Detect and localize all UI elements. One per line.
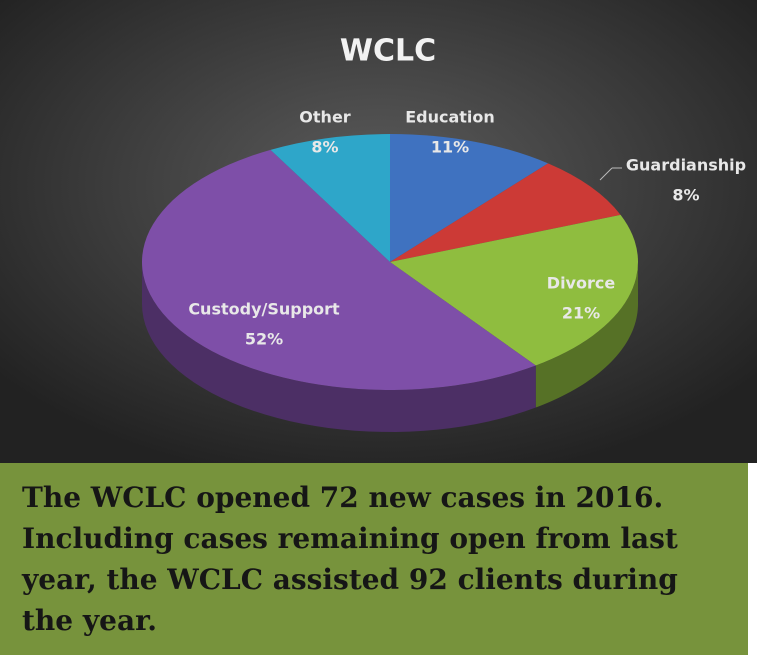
- slice: [141, 149, 536, 391]
- caption-line: the year.: [22, 604, 158, 637]
- slice-value-label: 8%: [311, 138, 338, 157]
- slice-value-label: 11%: [431, 138, 469, 157]
- slice: [390, 214, 639, 366]
- chart: WCLC Education 11% Guardianship 8% Divorce 21…: [0, 0, 757, 463]
- slice-label: Other: [299, 108, 350, 127]
- slice-value-label: 8%: [672, 186, 699, 205]
- slice-label: Divorce: [547, 274, 616, 293]
- slice-label: Education: [405, 108, 495, 127]
- caption-line: year, the WCLC assisted 92 clients durin…: [22, 563, 678, 596]
- slice: [270, 134, 390, 262]
- slice: [390, 134, 549, 262]
- caption-line: The WCLC opened 72 new cases in 2016.: [22, 481, 664, 514]
- slice-value-label: 21%: [562, 304, 600, 323]
- leader-line: [599, 167, 613, 181]
- slice-side: [142, 262, 536, 432]
- slice-label: Guardianship: [626, 156, 746, 175]
- caption-line: Including cases remaining open from last: [22, 522, 678, 555]
- chart-title: WCLC: [340, 34, 436, 69]
- slice-value-label: 52%: [245, 330, 283, 349]
- caption-box: The WCLC opened 72 new cases in 2016. Inc…: [0, 463, 748, 655]
- slice-side: [535, 262, 638, 408]
- slice-label: Custody/Support: [188, 300, 340, 319]
- slice: [390, 163, 621, 262]
